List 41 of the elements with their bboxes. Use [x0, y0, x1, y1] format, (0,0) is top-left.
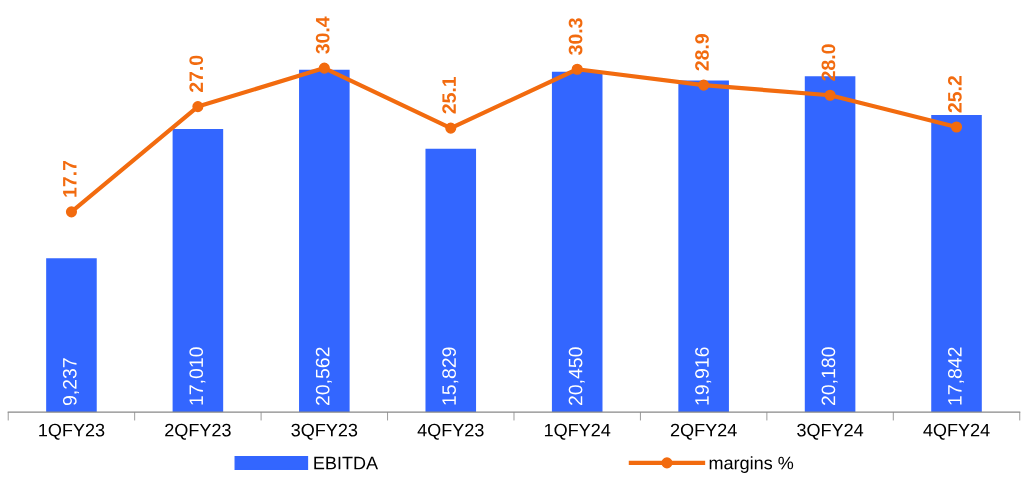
legend-label: EBITDA — [314, 456, 379, 470]
data-label: 28.9 — [695, 34, 709, 71]
point — [192, 101, 204, 113]
bar — [551, 71, 603, 413]
x-tick-label: 3QFY23 — [291, 423, 358, 440]
bar — [678, 80, 729, 413]
data-label: 19,916 — [695, 347, 712, 405]
data-label: 17,842 — [947, 347, 965, 405]
x-tick-label: 1QFY24 — [544, 423, 611, 440]
data-label: 15,829 — [442, 347, 459, 405]
point — [318, 62, 330, 74]
data-label: 27.0 — [189, 55, 204, 93]
point — [65, 206, 78, 218]
point — [950, 121, 963, 133]
data-label: 17.7 — [63, 160, 77, 197]
bar — [299, 69, 350, 413]
x-tick-label: 4QFY24 — [923, 423, 990, 440]
x-tick-label: 4QFY23 — [417, 423, 484, 440]
data-label: 20,562 — [315, 347, 332, 406]
bar — [931, 115, 982, 413]
data-label: 28.0 — [821, 44, 836, 81]
point — [445, 122, 457, 134]
point — [824, 89, 836, 101]
x-tick-label: 3QFY24 — [797, 423, 864, 440]
legend-label: margins % — [709, 456, 794, 473]
data-label: 25.2 — [947, 76, 962, 113]
x-tick-label: 2QFY23 — [165, 423, 231, 440]
x-tick-label: 2QFY24 — [670, 423, 737, 440]
data-label: 30.4 — [315, 16, 330, 54]
bar — [172, 128, 224, 413]
data-label: 30.3 — [568, 18, 583, 55]
point — [698, 79, 710, 91]
data-label: 25.1 — [442, 76, 456, 114]
bar — [425, 148, 477, 413]
bar — [46, 258, 97, 413]
point — [571, 63, 583, 75]
x-tick-label: 1QFY23 — [39, 423, 105, 440]
data-label: 9,237 — [62, 358, 79, 406]
data-label: 20,180 — [821, 347, 838, 406]
data-label: 20,450 — [568, 347, 585, 406]
data-label: 17,010 — [189, 347, 206, 405]
